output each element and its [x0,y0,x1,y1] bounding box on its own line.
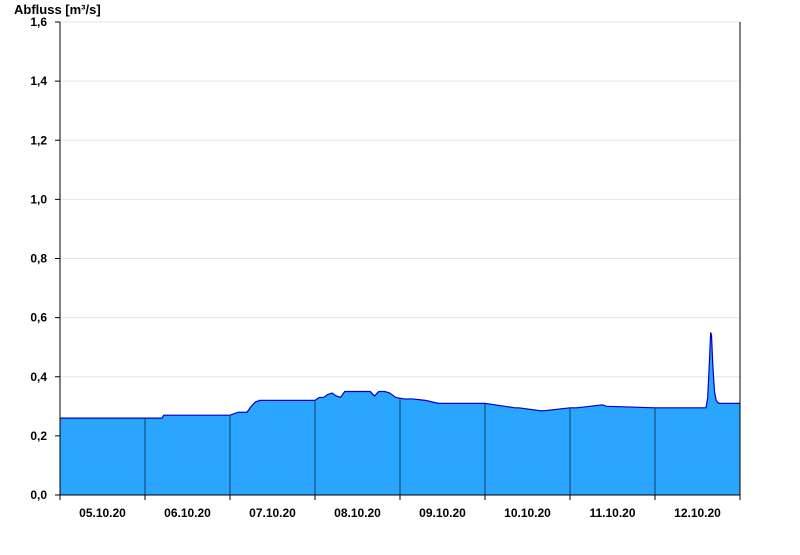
y-tick-label: 0,8 [30,252,47,266]
y-tick-label: 1,0 [30,192,47,206]
day-separator-layer [144,398,656,495]
x-tick-label: 07.10.20 [249,506,296,520]
series-line [60,332,740,419]
x-tick-label: 06.10.20 [164,506,211,520]
y-tick-label: 0,4 [30,370,47,384]
y-tick-layer: 0,0 0,2 0,4 0,6 0,8 1,0 1,2 1,4 1,6 [30,15,60,502]
x-tick-layer: 05.10.20 06.10.20 07.10.20 08.10.20 09.10.20… [59,495,741,520]
y-tick-label: 0,2 [30,429,47,443]
x-tick-label: 08.10.20 [334,506,381,520]
y-axis-title: Abfluss [m³/s] [14,2,101,17]
grid-layer [60,21,740,437]
y-tick-label: 1,6 [30,15,47,29]
y-tick-label: 1,2 [30,133,47,147]
x-tick-label: 12.10.20 [674,506,721,520]
x-tick-label: 09.10.20 [419,506,466,520]
y-tick-label: 1,4 [30,74,47,88]
y-tick-label: 0,0 [30,488,47,502]
x-tick-label: 10.10.20 [504,506,551,520]
x-tick-label: 05.10.20 [79,506,126,520]
x-tick-label: 11.10.20 [589,506,635,520]
y-tick-label: 0,6 [30,311,47,325]
